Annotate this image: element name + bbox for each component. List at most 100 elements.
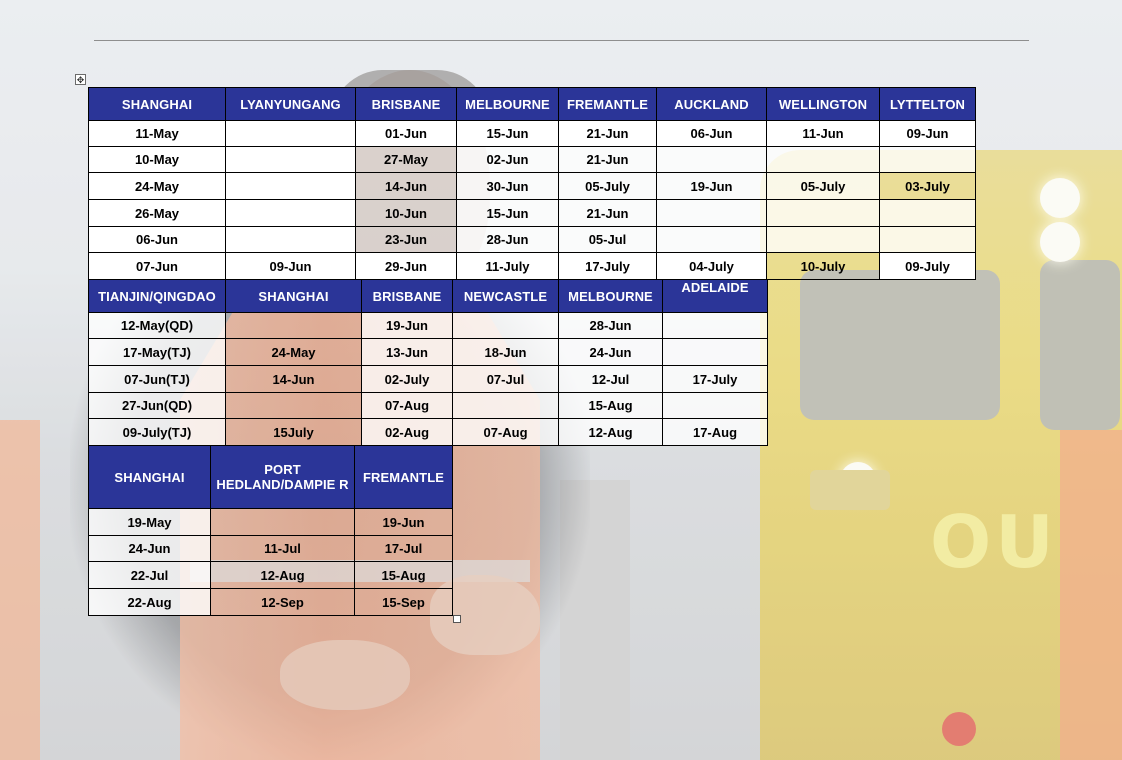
schedule-table-3: SHANGHAI PORT HEDLAND/DAMPIE R FREMANTLE 1… xyxy=(88,445,453,616)
table-cell[interactable]: 19-Jun xyxy=(354,508,453,536)
table-cell[interactable]: 11-May xyxy=(88,120,226,147)
table-cell[interactable]: 28-Jun xyxy=(558,312,663,339)
table-cell[interactable]: 14-Jun xyxy=(225,365,362,393)
table-cell[interactable] xyxy=(879,226,976,253)
table-cell[interactable]: 21-Jun xyxy=(558,199,657,227)
table-cell[interactable] xyxy=(656,146,767,173)
table-cell[interactable] xyxy=(225,146,356,173)
table-cell[interactable]: 15-Aug xyxy=(558,392,663,419)
table-cell[interactable]: 09-July xyxy=(879,252,976,280)
table-cell[interactable] xyxy=(225,172,356,200)
table-cell[interactable] xyxy=(225,392,362,419)
table-cell[interactable]: 13-Jun xyxy=(361,338,453,366)
table-cell[interactable]: 06-Jun xyxy=(656,120,767,147)
table-cell[interactable]: 23-Jun xyxy=(355,226,457,253)
table-cell[interactable]: 05-July xyxy=(558,172,657,200)
table-cell[interactable]: 12-Aug xyxy=(558,418,663,446)
table-cell[interactable] xyxy=(225,226,356,253)
table-cell[interactable]: 24-Jun xyxy=(88,535,211,562)
table-cell[interactable]: 15-Sep xyxy=(354,588,453,616)
table-cell[interactable]: 17-July xyxy=(662,365,768,393)
table-cell[interactable]: 24-May xyxy=(225,338,362,366)
table-cell[interactable]: 28-Jun xyxy=(456,226,559,253)
table-cell[interactable] xyxy=(662,392,768,419)
table-cell[interactable]: 07-Jun xyxy=(88,252,226,280)
table-cell[interactable]: 07-Aug xyxy=(361,392,453,419)
table-cell[interactable]: 17-July xyxy=(558,252,657,280)
table-cell[interactable]: 07-Jun(TJ) xyxy=(88,365,226,393)
table-cell[interactable] xyxy=(766,226,880,253)
column-header: FREMANTLE xyxy=(558,87,657,121)
table-cell[interactable]: 21-Jun xyxy=(558,146,657,173)
table-cell[interactable] xyxy=(656,226,767,253)
table-cell[interactable]: 11-Jun xyxy=(766,120,880,147)
table-cell[interactable]: 07-Jul xyxy=(452,365,559,393)
table-cell[interactable]: 11-Jul xyxy=(210,535,355,562)
table-row: 24-May 14-Jun 30-Jun 05-July 19-Jun 05-July 03… xyxy=(88,172,976,200)
table-cell[interactable]: 15-Jun xyxy=(456,199,559,227)
table-cell[interactable] xyxy=(225,199,356,227)
table-cell[interactable]: 09-July(TJ) xyxy=(88,418,226,446)
table-cell[interactable] xyxy=(452,312,559,339)
table-cell[interactable]: 04-July xyxy=(656,252,767,280)
table-cell[interactable]: 15-Aug xyxy=(354,561,453,589)
table-cell[interactable]: 24-Jun xyxy=(558,338,663,366)
table-cell[interactable]: 05-July xyxy=(766,172,880,200)
table-cell[interactable]: 10-Jun xyxy=(355,199,457,227)
table-resize-handle[interactable] xyxy=(453,615,461,623)
column-header: BRISBANE xyxy=(355,87,457,121)
table-cell[interactable]: 02-Jun xyxy=(456,146,559,173)
table-cell[interactable]: 27-May xyxy=(355,146,457,173)
table-cell[interactable]: 30-Jun xyxy=(456,172,559,200)
column-header: MELBOURNE xyxy=(456,87,559,121)
table-cell[interactable]: 15-Jun xyxy=(456,120,559,147)
table-cell[interactable] xyxy=(766,146,880,173)
table-cell[interactable] xyxy=(656,199,767,227)
schedule-table-2: TIANJIN/QINGDAO SHANGHAI BRISBANE NEWCASTLE… xyxy=(88,279,768,446)
table-cell[interactable]: 09-Jun xyxy=(225,252,356,280)
table-cell[interactable]: 12-Sep xyxy=(210,588,355,616)
table-cell[interactable]: 06-Jun xyxy=(88,226,226,253)
table-move-handle-icon[interactable]: ✥ xyxy=(75,74,86,85)
table-cell[interactable]: 10-July xyxy=(766,252,880,280)
table-cell[interactable] xyxy=(766,199,880,227)
table-cell[interactable] xyxy=(452,392,559,419)
table-cell[interactable]: 14-Jun xyxy=(355,172,457,200)
table-cell[interactable]: 22-Aug xyxy=(88,588,211,616)
table-cell[interactable]: 15July xyxy=(225,418,362,446)
table-cell[interactable]: 29-Jun xyxy=(355,252,457,280)
table-cell[interactable]: 22-Jul xyxy=(88,561,211,589)
table-cell[interactable] xyxy=(662,312,768,339)
table-cell[interactable]: 19-Jun xyxy=(361,312,453,339)
table-cell[interactable]: 17-May(TJ) xyxy=(88,338,226,366)
table-cell[interactable]: 19-Jun xyxy=(656,172,767,200)
table-cell[interactable]: 12-May(QD) xyxy=(88,312,226,339)
table-cell[interactable]: 01-Jun xyxy=(355,120,457,147)
table-cell[interactable]: 27-Jun(QD) xyxy=(88,392,226,419)
table-cell[interactable]: 05-Jul xyxy=(558,226,657,253)
table-cell[interactable]: 11-July xyxy=(456,252,559,280)
table-cell[interactable] xyxy=(879,146,976,173)
table-cell[interactable]: 26-May xyxy=(88,199,226,227)
table-cell[interactable]: 02-July xyxy=(361,365,453,393)
table-cell[interactable]: 12-Aug xyxy=(210,561,355,589)
table-cell[interactable]: 03-July xyxy=(879,172,976,200)
table-cell[interactable] xyxy=(879,199,976,227)
table-cell[interactable] xyxy=(210,508,355,536)
table-cell[interactable]: 19-May xyxy=(88,508,211,536)
table-cell[interactable]: 21-Jun xyxy=(558,120,657,147)
table-cell[interactable]: 12-Jul xyxy=(558,365,663,393)
table-cell[interactable]: 07-Aug xyxy=(452,418,559,446)
table-cell[interactable]: 17-Jul xyxy=(354,535,453,562)
column-header: SHANGHAI xyxy=(88,445,211,509)
table-cell[interactable]: 17-Aug xyxy=(662,418,768,446)
table-cell[interactable]: 10-May xyxy=(88,146,226,173)
table-cell[interactable]: 09-Jun xyxy=(879,120,976,147)
column-header: MELBOURNE xyxy=(558,279,663,313)
table-cell[interactable]: 18-Jun xyxy=(452,338,559,366)
table-cell[interactable]: 24-May xyxy=(88,172,226,200)
table-cell[interactable] xyxy=(225,120,356,147)
table-cell[interactable]: 02-Aug xyxy=(361,418,453,446)
table-cell[interactable] xyxy=(662,338,768,366)
table-cell[interactable] xyxy=(225,312,362,339)
